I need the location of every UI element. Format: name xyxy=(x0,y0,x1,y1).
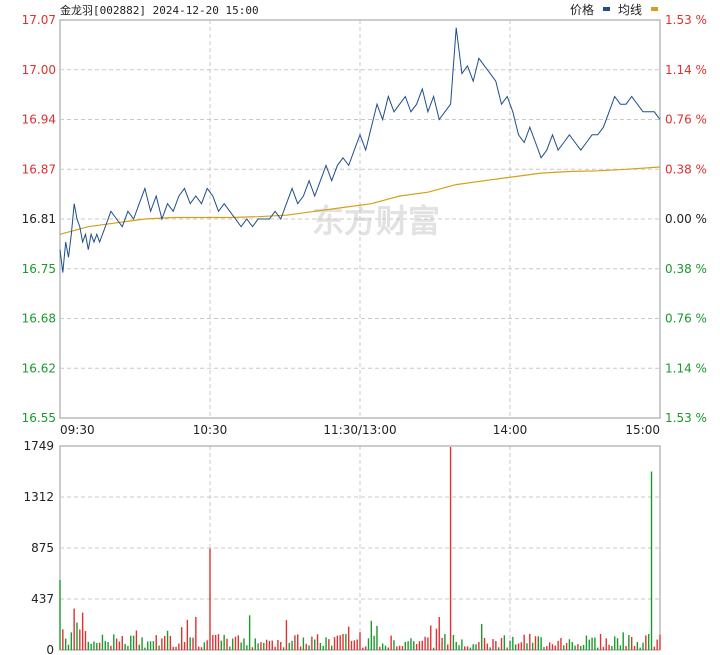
legend-avg-swatch xyxy=(651,7,658,11)
price-panel: 17.07 1.53 % 17.00 1.14 % 16.94 0.76 % 16.87 0.… xyxy=(22,13,707,437)
y-tick-label-left: 17.07 xyxy=(22,13,56,27)
y-tick-label-right: 1.53 % xyxy=(665,13,707,27)
y-tick-label-right: 0.38 % xyxy=(665,162,707,176)
avg-line xyxy=(59,166,661,235)
y-tick-label-left: 16.81 xyxy=(22,212,56,226)
y-tick-label-left: 16.68 xyxy=(22,312,56,326)
y-tick-label-right: 0.38 % xyxy=(665,262,707,276)
volume-y-tick-label: 1749 xyxy=(23,439,54,453)
watermark-text: 东方财富 xyxy=(312,202,440,240)
y-tick-label-right: 0.76 % xyxy=(665,113,707,127)
volume-panel: 1749 1312 875 437 0 xyxy=(23,439,661,655)
volume-y-tick-label: 437 xyxy=(31,592,54,606)
x-tick-label: 09:30 xyxy=(60,423,95,437)
x-tick-label: 10:30 xyxy=(193,423,228,437)
x-tick-label: 11:30/13:00 xyxy=(323,423,396,437)
y-tick-label-left: 16.87 xyxy=(22,162,56,176)
price-line xyxy=(59,27,661,273)
volume-y-tick-label: 875 xyxy=(31,541,54,555)
y-tick-label-left: 16.55 xyxy=(22,411,56,425)
legend-price-label: 价格 xyxy=(570,2,594,17)
x-tick-label: 15:00 xyxy=(625,423,660,437)
legend-price-swatch xyxy=(603,7,610,11)
y-tick-label-left: 16.62 xyxy=(22,361,56,375)
y-tick-label-right: 1.14 % xyxy=(665,63,707,77)
legend-avg-label: 均线 xyxy=(618,3,642,17)
volume-y-tick-label: 1312 xyxy=(23,490,54,504)
y-tick-label-left: 16.94 xyxy=(22,113,56,127)
x-tick-label: 14:00 xyxy=(493,423,528,437)
volume-y-tick-label: 0 xyxy=(46,643,54,655)
y-tick-label-right: 0.00 % xyxy=(665,212,707,226)
y-tick-label-right: 0.76 % xyxy=(665,312,707,326)
y-tick-label-right: 1.14 % xyxy=(665,361,707,375)
y-tick-label-left: 16.75 xyxy=(22,262,56,276)
y-tick-label-right: 1.53 % xyxy=(665,411,707,425)
y-tick-label-left: 17.00 xyxy=(22,63,56,77)
chart-title: 金龙羽[002882] 2024-12-20 15:00 xyxy=(60,3,259,17)
